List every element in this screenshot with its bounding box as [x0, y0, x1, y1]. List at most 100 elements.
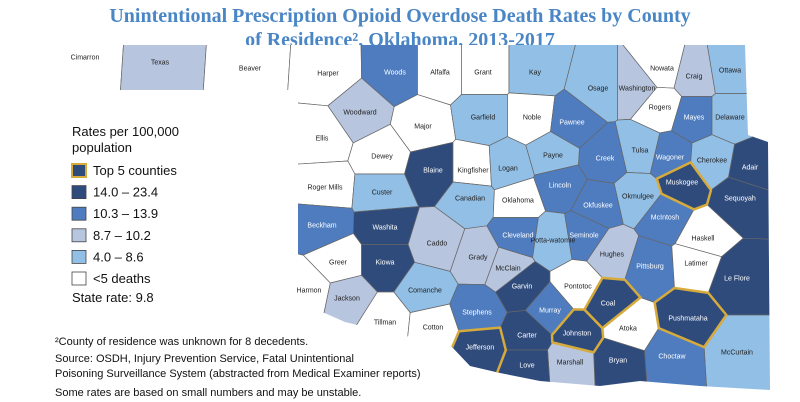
- county-label: Sequoyah: [724, 196, 756, 203]
- legend-swatch: [71, 228, 87, 243]
- legend-label: 8.7 – 10.2: [93, 228, 151, 243]
- county-label: Cimarron: [71, 55, 100, 62]
- county-label: Tulsa: [632, 148, 649, 155]
- county-label: Dewey: [371, 154, 393, 161]
- county-label: Johnston: [563, 331, 592, 338]
- county-label: Kay: [529, 70, 542, 77]
- county: [655, 161, 713, 211]
- county-label: Garfield: [471, 115, 496, 122]
- county-label: Murray: [539, 308, 561, 315]
- county-label: Choctaw: [658, 354, 686, 361]
- county-label: Kingfisher: [457, 168, 489, 175]
- county-label: Muskogee: [666, 180, 698, 187]
- county-label: Haskell: [692, 236, 715, 243]
- county-label: Logan: [498, 166, 518, 173]
- county-label: Garvin: [512, 284, 533, 291]
- county: [486, 217, 539, 258]
- county-label: Comanche: [408, 288, 442, 295]
- note: Source: OSDH, Injury Prevention Service,…: [55, 353, 354, 365]
- county: [452, 138, 492, 187]
- county: [644, 327, 708, 390]
- county-label: Woods: [384, 70, 406, 77]
- legend-swatch: [71, 163, 87, 178]
- county-label: Pittsburg: [636, 264, 664, 271]
- legend-swatch: [71, 271, 87, 286]
- legend-swatch: [71, 249, 87, 264]
- county-label: Jackson: [334, 296, 360, 303]
- county-label: Lincoln: [549, 183, 571, 190]
- legend-label: Top 5 counties: [93, 163, 177, 178]
- county-label: Beaver: [239, 66, 262, 73]
- county-label: Cleveland: [502, 233, 533, 240]
- county-label: Noble: [523, 115, 541, 122]
- county-label: Marshall: [557, 360, 584, 367]
- county-label: Alfalfa: [430, 70, 450, 77]
- county-label: Grant: [474, 70, 492, 77]
- county-label: Mayes: [684, 115, 705, 122]
- county-label: Ellis: [316, 136, 329, 143]
- county: [196, 45, 292, 185]
- legend: Top 5 counties 14.0 – 23.4 10.3 – 13.9 8.7 …: [71, 163, 177, 286]
- county-label: Blaine: [423, 168, 443, 175]
- county-label: Greer: [329, 260, 348, 267]
- county-label: Coal: [601, 301, 616, 308]
- county-label: McCurtain: [721, 350, 753, 357]
- legend-label: 4.0 – 8.6: [93, 249, 144, 264]
- county-label: Caddo: [427, 241, 448, 248]
- county-label: Custer: [372, 190, 393, 197]
- county-label: Wagoner: [656, 155, 685, 162]
- county: [550, 308, 605, 354]
- county-label: Texas: [151, 60, 170, 67]
- county-label: Seminole: [569, 233, 598, 240]
- county-label: Craig: [686, 74, 703, 81]
- county-label: Kiowa: [375, 260, 394, 267]
- legend-label: <5 deaths: [93, 271, 151, 286]
- county: [653, 286, 728, 349]
- note: Poisoning Surveillance System (abstracte…: [55, 368, 421, 380]
- county-label: Cherokee: [697, 158, 727, 165]
- county-label: Harper: [317, 71, 339, 78]
- county-label: Woodward: [343, 110, 376, 117]
- note: Some rates are based on small numbers an…: [55, 387, 361, 399]
- county-label: Washington: [619, 86, 656, 93]
- county-label: Canadian: [455, 196, 485, 203]
- county-label: Pontotoc: [564, 284, 592, 291]
- county-label: Atoka: [619, 326, 637, 333]
- county-label: Latimer: [684, 261, 708, 268]
- county-label: Grady: [468, 255, 488, 262]
- legend-title: population: [72, 140, 132, 155]
- county-label: Stephens: [462, 310, 492, 317]
- county-label: Osage: [588, 86, 609, 93]
- county-label: Major: [414, 124, 432, 131]
- county-label: Pawnee: [559, 120, 584, 127]
- county-label: Oklahoma: [502, 198, 534, 205]
- county-label: Jefferson: [466, 345, 495, 352]
- county-label: Pushmataha: [668, 316, 707, 323]
- county-label: Tillman: [374, 320, 396, 327]
- county-label: Beckham: [307, 223, 336, 230]
- county-label: McIntosh: [651, 215, 680, 222]
- county: [706, 45, 770, 94]
- county-label: Nowata: [650, 66, 674, 73]
- county-label: Okmulgee: [622, 194, 654, 201]
- state-rate: State rate: 9.8: [72, 290, 154, 305]
- county-label: Payne: [543, 153, 563, 160]
- county-label: Carter: [517, 333, 537, 340]
- legend-title: Rates per 100,000: [72, 124, 179, 139]
- note: ²County of residence was unknown for 8 d…: [55, 336, 308, 348]
- county-label: Roger Mills: [307, 185, 343, 192]
- county-label: Delaware: [715, 115, 745, 122]
- county-label: McClain: [495, 266, 520, 273]
- county-label: Rogers: [649, 105, 672, 112]
- legend-swatch: [71, 185, 87, 200]
- label-layer: Cimarron Texas Beaver Harper Woods Alfalfa Gra…: [71, 55, 759, 370]
- county-label: Potta-watomie: [531, 238, 576, 245]
- county-label: Cotton: [423, 325, 444, 332]
- county: [461, 45, 510, 95]
- county-label: Adair: [742, 165, 759, 172]
- county-label: Creek: [596, 156, 615, 163]
- county-label: Okfuskee: [583, 203, 613, 210]
- county-label: Love: [519, 363, 534, 370]
- legend-swatch: [71, 206, 87, 221]
